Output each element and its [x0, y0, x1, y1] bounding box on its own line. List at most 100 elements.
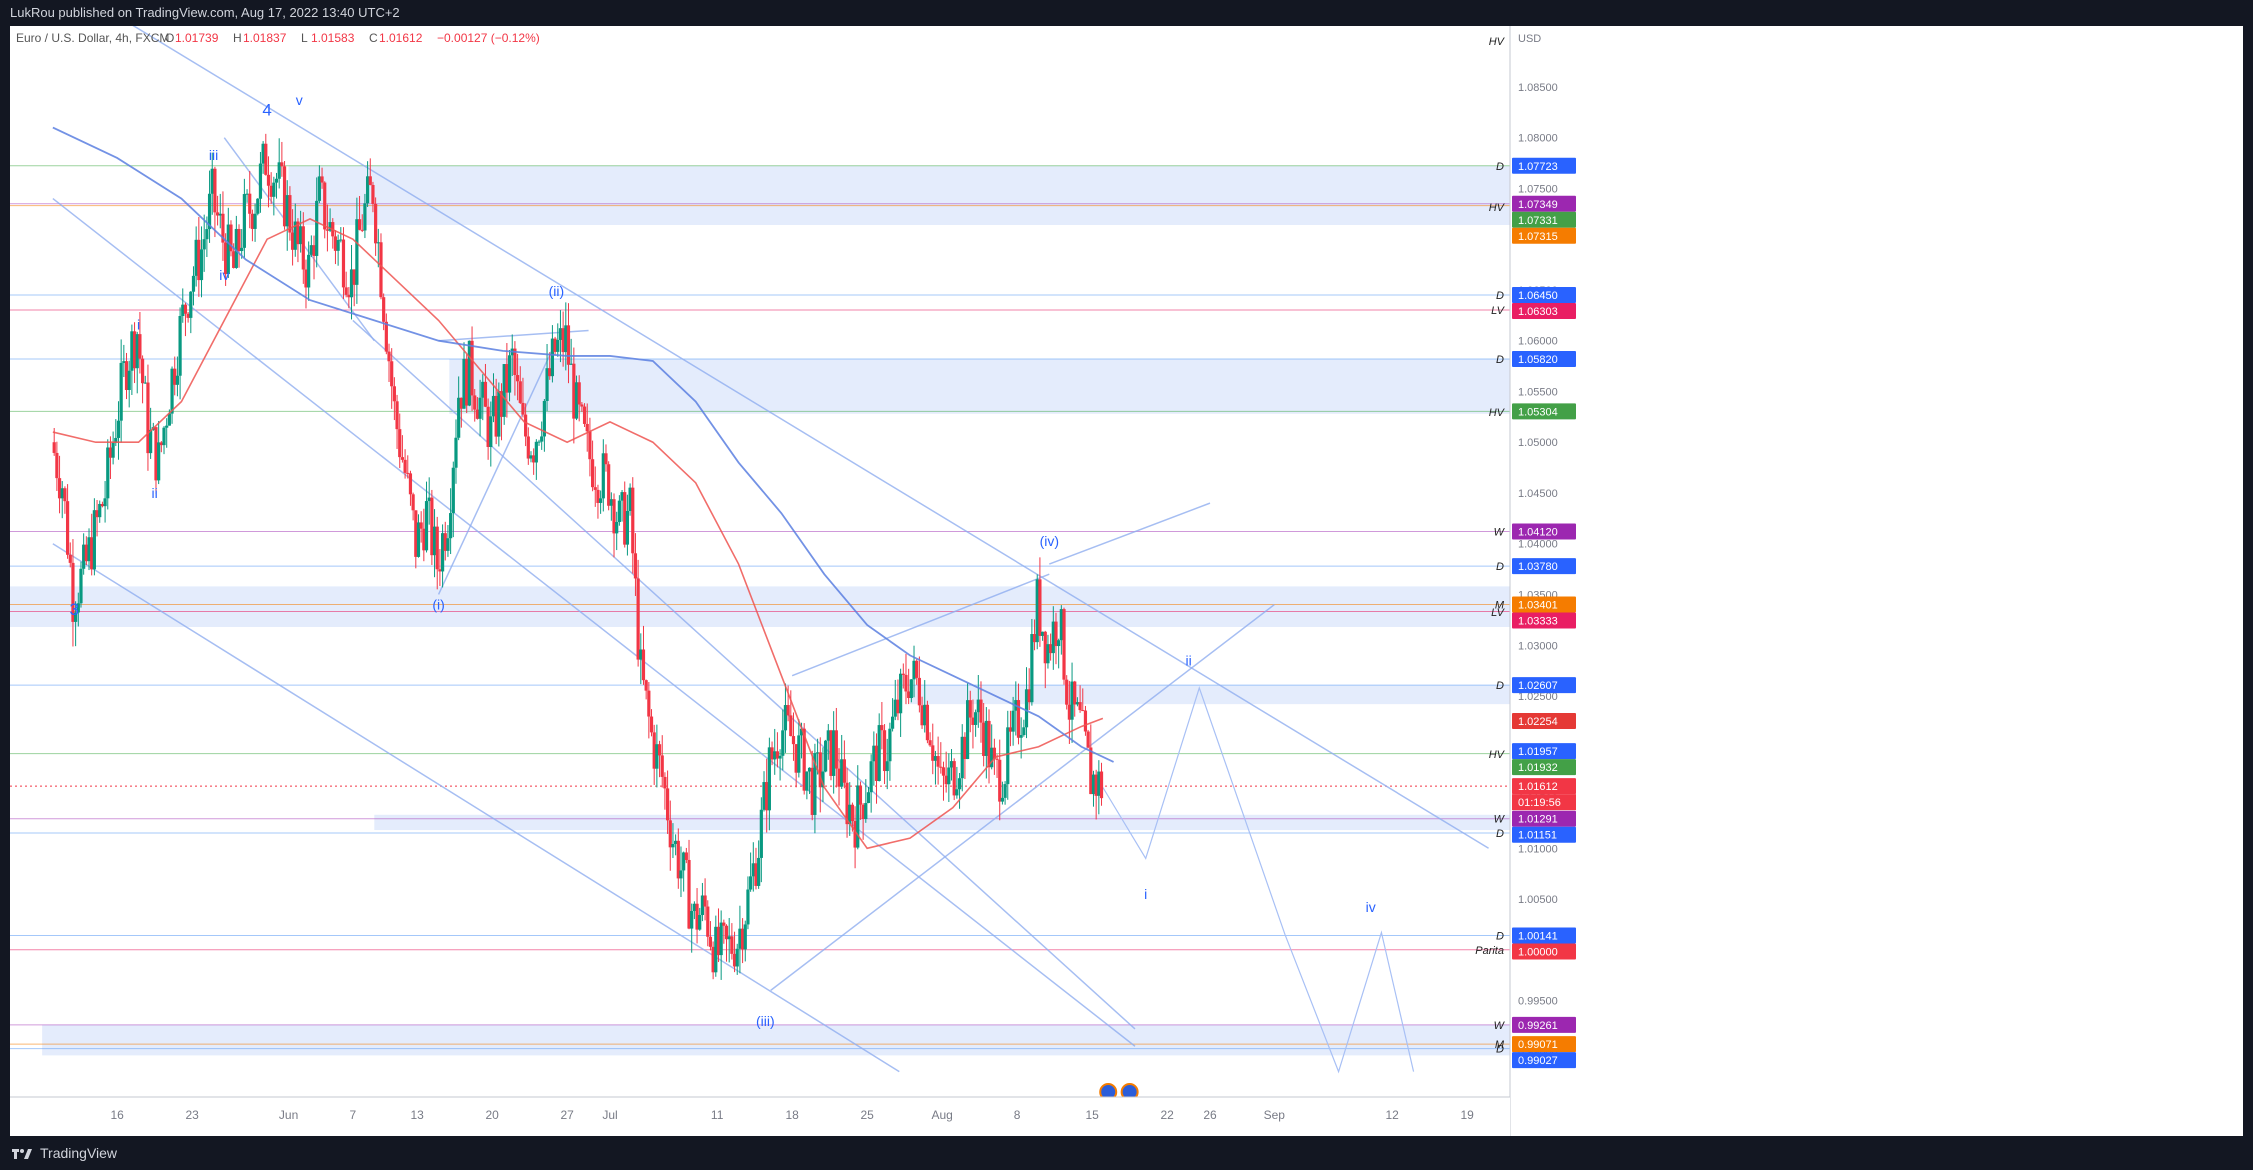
candle-body: [1059, 609, 1063, 641]
candle-body: [494, 395, 498, 437]
candle-body: [245, 193, 249, 195]
candle-body: [465, 358, 469, 406]
candle-body: [79, 568, 83, 604]
candle-body: [132, 331, 137, 369]
wave-label: iv: [219, 267, 229, 283]
candle-body: [288, 195, 292, 233]
candle-body: [347, 294, 351, 298]
time-tick-label: 13: [410, 1108, 424, 1122]
candle-body: [700, 895, 705, 916]
wave-label: 3: [70, 600, 79, 619]
candle-body: [987, 720, 991, 768]
candle-body: [264, 143, 268, 175]
candle-body: [786, 705, 790, 716]
candle-body: [984, 720, 988, 756]
candle-body: [620, 492, 624, 501]
candle-body: [807, 767, 812, 772]
candle-body: [735, 948, 739, 967]
candle-body: [221, 213, 225, 243]
candle-body: [473, 395, 477, 410]
candle-body: [258, 163, 263, 199]
candle-body: [266, 174, 271, 186]
candle-body: [467, 340, 471, 406]
candle-body: [157, 442, 161, 481]
level-tag: M: [1495, 1039, 1505, 1051]
candle-body: [374, 203, 378, 244]
level-tag: Parita: [1475, 945, 1504, 957]
supply-demand-zone: [374, 814, 1511, 831]
candle-body: [71, 562, 75, 622]
candle-body: [183, 304, 188, 314]
candle-body: [837, 768, 841, 787]
candle-body: [963, 736, 967, 760]
candle-body: [590, 459, 595, 488]
candle-body: [719, 922, 723, 956]
candle-body: [529, 455, 533, 459]
candle-body: [65, 501, 70, 555]
price-badge: [1512, 712, 1576, 729]
candle-body: [406, 472, 410, 474]
candle-body: [607, 464, 611, 506]
candle-body: [679, 870, 683, 879]
candle-body: [1032, 634, 1037, 643]
candle-body: [250, 213, 255, 229]
candle-body: [730, 936, 734, 954]
candle-body: [507, 355, 512, 393]
candle-body: [360, 229, 364, 231]
candle-body: [395, 401, 399, 430]
candle-body: [449, 513, 453, 539]
candle-body: [746, 889, 750, 925]
candle-body: [893, 699, 897, 717]
candle-body: [939, 766, 943, 768]
moving-averages-layer: [52, 126, 1114, 850]
candle-body: [687, 859, 691, 929]
candle-body: [588, 431, 592, 460]
candle-body: [285, 195, 289, 227]
level-tag: LV: [1491, 305, 1506, 317]
candle-body: [186, 313, 190, 318]
axes-layer: USD1.085001.080001.075001.070001.065001.…: [10, 26, 2243, 1136]
candle-body: [647, 690, 651, 717]
time-tick-label: 27: [560, 1108, 574, 1122]
candle-body: [57, 478, 62, 499]
candle-body: [416, 522, 421, 557]
candle-body: [947, 767, 951, 785]
price-badge-label: 1.04120: [1518, 527, 1558, 539]
candle-body: [995, 758, 999, 760]
candle-body: [770, 747, 774, 760]
candle-body: [631, 487, 635, 554]
candle-body: [1049, 644, 1053, 654]
candle-body: [462, 358, 466, 409]
candle-body: [1016, 700, 1021, 738]
price-badge-label: 1.01291: [1518, 814, 1558, 826]
candle-body: [229, 224, 233, 252]
candle-body: [277, 162, 281, 179]
price-badge-label: 1.01151: [1518, 830, 1557, 842]
candle-body: [1091, 774, 1096, 795]
candle-body: [944, 775, 948, 785]
candle-body: [818, 752, 822, 788]
price-badge: [1512, 743, 1576, 760]
price-badge-label: 1.00141: [1518, 930, 1558, 942]
candle-body: [692, 903, 696, 912]
candle-body: [815, 752, 820, 754]
candle-body: [971, 717, 975, 725]
candle-body: [127, 370, 131, 390]
candle-body: [625, 510, 630, 545]
candle-body: [333, 236, 338, 251]
time-tick-label: 15: [1085, 1108, 1099, 1122]
candle-body: [904, 674, 908, 692]
candle-body: [574, 382, 579, 419]
candle-body: [690, 911, 694, 929]
ohlc-key: L: [301, 31, 308, 45]
candle-body: [100, 503, 105, 507]
candle-body: [1094, 774, 1098, 796]
candle-body: [783, 705, 788, 731]
candle-body: [384, 321, 388, 352]
candle-body: [941, 767, 946, 776]
footer-bar: TradingView: [0, 1136, 2253, 1170]
candle-body: [218, 213, 222, 216]
candle-body: [451, 467, 455, 514]
candle-body: [751, 863, 755, 877]
